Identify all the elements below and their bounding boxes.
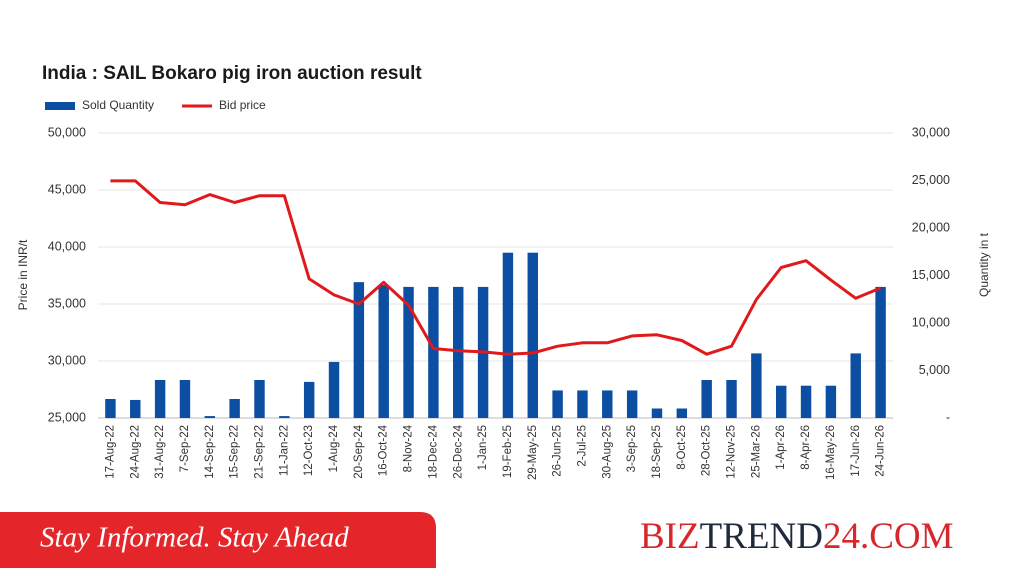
x-tick-label: 14-Sep-22 (204, 425, 216, 479)
bar (626, 390, 638, 418)
bar (428, 286, 439, 418)
bar (751, 353, 762, 418)
price-line (110, 179, 882, 356)
x-tick-label: 8-Oct-25 (676, 425, 688, 470)
bar (403, 286, 414, 418)
brand-part: BIZ (640, 516, 700, 557)
y2-tick-label: 5,000 (919, 363, 950, 377)
bar (229, 399, 240, 418)
y2-tick-label: 25,000 (912, 173, 950, 187)
y2-tick-label: 30,000 (912, 125, 950, 139)
x-tick-label: 11-Jan-22 (278, 425, 290, 476)
bar (378, 285, 389, 418)
x-tick-label: 15-Sep-22 (229, 425, 241, 479)
y-tick-label: 45,000 (48, 182, 86, 196)
bar (800, 385, 812, 418)
y2-tick-label: 15,000 (912, 268, 950, 282)
x-tick-label: 12-Nov-25 (726, 425, 738, 479)
x-tick-label: 18-Sep-25 (651, 425, 663, 479)
bar (552, 390, 563, 418)
footer-tagline: Stay Informed. Stay Ahead (40, 522, 349, 554)
legend-label: Sold Quantity (82, 98, 154, 112)
bar (651, 408, 663, 418)
x-tick-label: 16-Oct-24 (378, 424, 390, 476)
y-tick-label: 30,000 (48, 353, 86, 367)
x-tick-label: 1-Apr-26 (775, 425, 787, 470)
x-tick-label: 8-Nov-24 (403, 424, 415, 472)
x-tick-label: 26-Dec-24 (452, 424, 464, 478)
x-tick-label: 26-Jun-25 (552, 425, 564, 477)
bar (179, 380, 191, 418)
x-tick-label: 19-Feb-25 (502, 425, 514, 478)
legend-label: Bid price (219, 98, 266, 112)
x-tick-label: 24-Aug-22 (129, 425, 141, 479)
chart-title: India : SAIL Bokaro pig iron auction res… (42, 63, 422, 84)
y-axis-title: Price in INR/t (16, 239, 30, 310)
bar (154, 380, 166, 418)
bar (303, 381, 315, 418)
x-tick-label: 3-Sep-25 (626, 425, 638, 472)
bar (676, 408, 688, 418)
bar (279, 416, 290, 418)
bar (825, 385, 837, 418)
bar (577, 390, 588, 418)
x-tick-label: 1-Aug-24 (328, 424, 340, 472)
legend-swatch (45, 102, 75, 110)
x-tick-label: 28-Oct-25 (701, 425, 713, 476)
bar (130, 399, 141, 418)
y-tick-label: 50,000 (48, 125, 86, 139)
x-tick-label: 17-Aug-22 (104, 425, 116, 479)
x-tick-label: 31-Aug-22 (154, 425, 166, 479)
bar (502, 252, 514, 418)
x-tick-label: 16-May-26 (825, 425, 837, 480)
x-tick-label: 21-Sep-22 (254, 425, 266, 479)
bar (105, 399, 116, 418)
brand-part: 24.COM (823, 516, 954, 557)
x-tick-label: 25-Mar-26 (750, 425, 762, 478)
footer-brand: BIZTREND24.COM (640, 516, 954, 557)
x-tick-label: 17-Jun-26 (850, 425, 862, 477)
bar (353, 282, 365, 418)
bar (527, 252, 538, 418)
x-tick-label: 7-Sep-22 (179, 425, 191, 472)
brand-part: TREND (700, 516, 823, 557)
x-tick-label: 20-Sep-24 (353, 424, 365, 478)
bar (701, 380, 712, 418)
y2-tick-label: 20,000 (912, 220, 950, 234)
x-tick-label: 29-May-25 (527, 425, 539, 480)
x-tick-label: 24-Jun-26 (875, 425, 887, 477)
x-tick-label: 18-Dec-24 (427, 424, 439, 478)
bar (875, 286, 886, 418)
x-tick-label: 8-Apr-26 (800, 425, 812, 470)
y2-axis-title: Quantity in t (977, 232, 991, 297)
bar (453, 286, 464, 418)
x-tick-label: 30-Aug-25 (601, 425, 613, 479)
y2-tick-label: 10,000 (912, 315, 950, 329)
bar (328, 361, 340, 418)
bar (850, 353, 861, 418)
bar (726, 380, 737, 418)
x-tick-label: 2-Jul-25 (576, 425, 588, 467)
bar (602, 390, 613, 418)
bar (204, 416, 216, 418)
plot: 25,000 30,000 35,000 40,000 45,000 50,000 - 5,0… (45, 98, 950, 480)
y-tick-label: 40,000 (48, 239, 86, 253)
y2-tick-label: - (946, 410, 950, 424)
bar (775, 385, 787, 418)
y-tick-label: 35,000 (48, 296, 86, 310)
footer-banner (0, 512, 436, 568)
x-tick-label: 1-Jan-25 (477, 425, 489, 470)
bar (254, 380, 265, 418)
y-tick-label: 25,000 (48, 410, 86, 424)
x-tick-label: 12-Oct-23 (303, 425, 315, 476)
